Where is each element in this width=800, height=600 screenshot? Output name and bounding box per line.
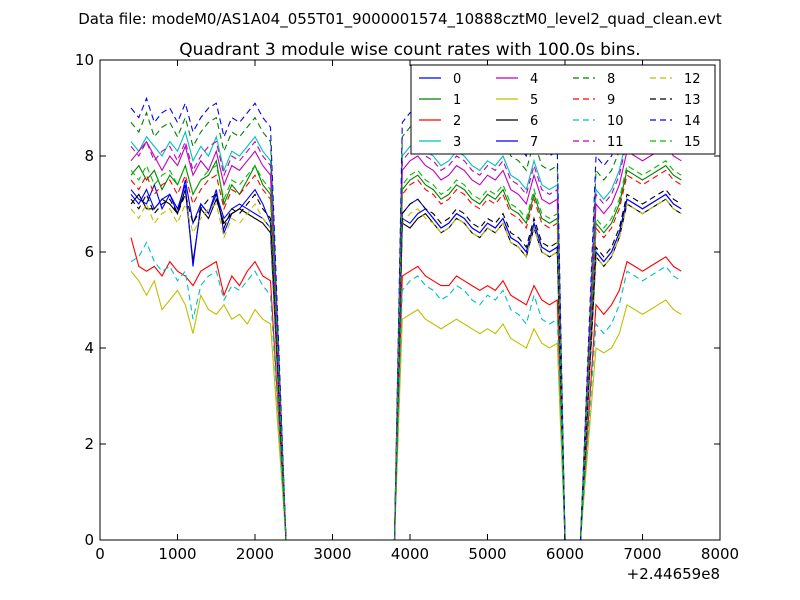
legend-label-0: 0 (453, 72, 461, 87)
x-tick-label: 6000 (546, 545, 584, 563)
legend-label-2: 2 (453, 114, 461, 129)
x-tick-label: 4000 (391, 545, 429, 563)
series-line-9 (130, 169, 682, 541)
series-line-7 (130, 184, 682, 541)
y-tick-label: 0 (84, 531, 94, 549)
x-tick-label: 1000 (158, 545, 196, 563)
y-tick-label: 10 (75, 51, 94, 69)
x-tick-label: 0 (95, 545, 105, 563)
y-tick-label: 4 (84, 339, 94, 357)
x-tick-label: 3000 (313, 545, 351, 563)
y-tick-label: 6 (84, 243, 94, 261)
legend-label-10: 10 (607, 114, 624, 129)
chart-suptitle: Data file: modeM0/AS1A04_055T01_90000015… (78, 10, 722, 29)
x-tick-label: 5000 (468, 545, 506, 563)
x-offset-label: +2.44659e8 (627, 565, 720, 583)
y-tick-label: 2 (84, 435, 94, 453)
series-layer (130, 96, 682, 541)
legend-label-8: 8 (607, 72, 615, 87)
series-line-5 (130, 270, 682, 541)
x-tick-label: 2000 (236, 545, 274, 563)
series-line-12 (130, 198, 682, 541)
legend-label-6: 6 (530, 114, 538, 129)
x-tick-label: 8000 (701, 545, 739, 563)
series-line-15 (130, 160, 682, 541)
legend-label-3: 3 (453, 135, 461, 150)
legend-label-13: 13 (684, 93, 701, 108)
legend-label-1: 1 (453, 93, 461, 108)
series-line-2 (130, 237, 682, 541)
legend-label-12: 12 (684, 72, 701, 87)
chart-title: Quadrant 3 module wise count rates with … (179, 40, 640, 60)
legend-label-15: 15 (684, 135, 701, 150)
legend-label-14: 14 (684, 114, 701, 129)
y-tick-label: 8 (84, 147, 94, 165)
x-tick-label: 7000 (623, 545, 661, 563)
legend-label-7: 7 (530, 135, 538, 150)
legend-frame (410, 64, 716, 155)
series-line-10 (130, 241, 682, 541)
series-line-13 (130, 188, 682, 541)
legend-label-11: 11 (607, 135, 624, 150)
legend-label-9: 9 (607, 93, 615, 108)
legend-label-5: 5 (530, 93, 538, 108)
series-line-3 (130, 130, 682, 541)
series-line-4 (130, 140, 682, 541)
legend-label-4: 4 (530, 72, 538, 87)
